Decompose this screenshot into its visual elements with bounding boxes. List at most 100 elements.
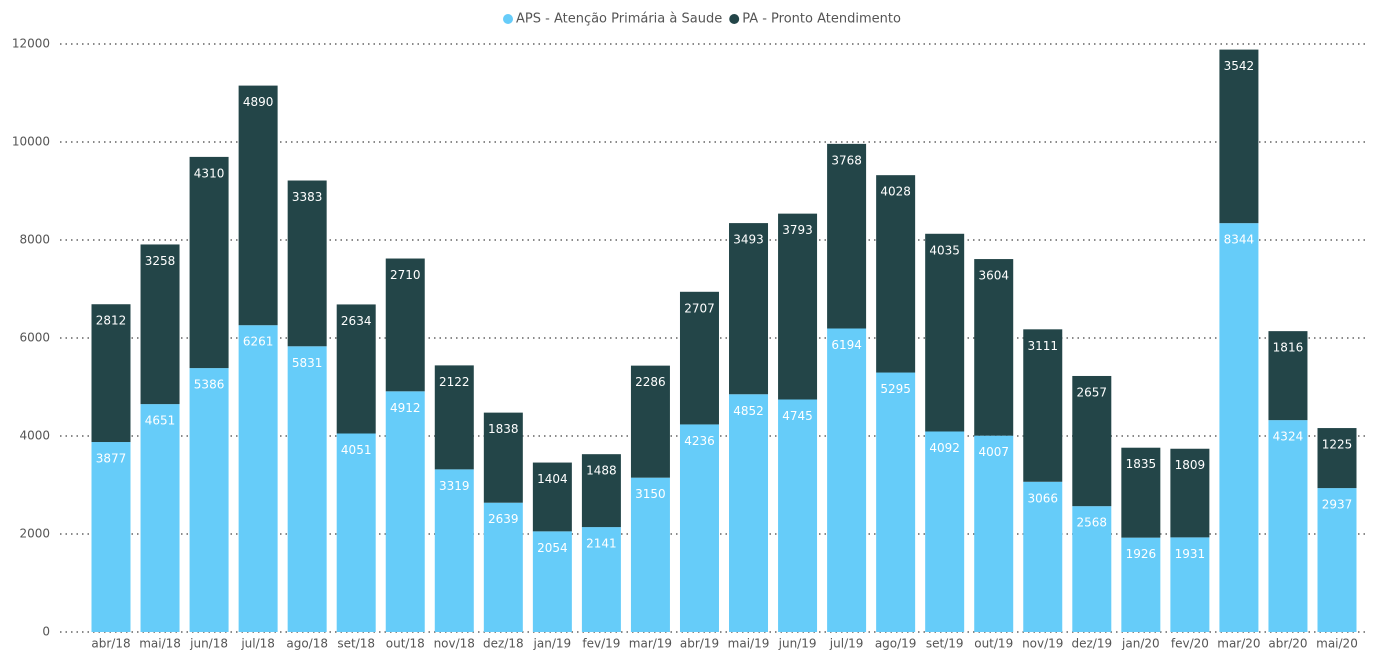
bar-segment: [189, 156, 229, 369]
value-label: 1816: [1273, 341, 1304, 355]
x-tick-label: mai/18: [139, 637, 181, 651]
bar-segment: [1072, 375, 1112, 507]
x-tick-label: fev/19: [582, 637, 620, 651]
value-label: 6194: [831, 338, 862, 352]
value-label: 2937: [1322, 498, 1353, 512]
bar-segment: [483, 412, 523, 503]
value-label: 3150: [635, 487, 666, 501]
bar-segment: [1170, 448, 1210, 538]
x-tick-label: mar/19: [629, 637, 672, 651]
legend-marker: [503, 14, 513, 24]
bar-segment: [532, 531, 572, 632]
y-tick-label: 4000: [19, 429, 50, 443]
bar-segment: [336, 304, 376, 434]
bar-segment: [140, 244, 180, 405]
y-tick-label: 0: [42, 625, 50, 639]
value-label: 3877: [96, 452, 127, 466]
x-tick-label: set/18: [337, 637, 375, 651]
value-label: 4890: [243, 95, 274, 109]
bar-segment: [974, 259, 1014, 436]
bar-segment: [925, 431, 965, 632]
bar-segment: [925, 233, 965, 432]
bar-segment: [91, 442, 131, 632]
value-label: 3383: [292, 190, 323, 204]
x-tick-label: mai/20: [1316, 637, 1358, 651]
value-label: 4745: [782, 409, 813, 423]
bar-segment: [140, 404, 180, 632]
bar-segment: [1317, 428, 1357, 489]
bar-segment: [679, 291, 719, 425]
value-label: 4324: [1273, 430, 1304, 444]
bar-segment: [876, 372, 916, 632]
value-label: 2707: [684, 301, 715, 315]
x-tick-label: dez/18: [483, 637, 524, 651]
x-tick-label: nov/18: [434, 637, 475, 651]
bar-segment: [1219, 49, 1259, 224]
bar-segment: [385, 258, 425, 392]
bar-segment: [287, 346, 327, 632]
bar-segment: [581, 454, 621, 528]
bar-segment: [1072, 506, 1112, 632]
value-label: 4852: [733, 404, 764, 418]
x-tick-label: fev/20: [1171, 637, 1209, 651]
bar-segment: [434, 365, 474, 470]
value-label: 3258: [145, 254, 176, 268]
bar-segment: [385, 391, 425, 632]
x-tick-label: abr/20: [1268, 637, 1307, 651]
bar-segment: [974, 435, 1014, 632]
x-tick-label: ago/18: [286, 637, 328, 651]
legend-marker: [729, 14, 740, 24]
bar-segment: [287, 180, 327, 347]
value-label: 2639: [488, 512, 519, 526]
bar-segment: [729, 223, 769, 395]
y-tick-label: 6000: [19, 331, 50, 345]
value-label: 2286: [635, 375, 666, 389]
value-label: 6261: [243, 335, 274, 349]
x-tick-label: mai/19: [728, 637, 770, 651]
value-label: 4092: [929, 441, 960, 455]
bar-segment: [238, 325, 278, 632]
x-tick-label: jan/19: [533, 637, 572, 651]
value-label: 4236: [684, 434, 715, 448]
y-tick-label: 2000: [19, 527, 50, 541]
x-tick-label: jul/18: [240, 637, 275, 651]
bar-segment: [483, 502, 523, 632]
value-label: 2657: [1077, 385, 1108, 399]
value-label: 3493: [733, 233, 764, 247]
bar-segment: [876, 175, 916, 373]
bar-segment: [91, 304, 131, 443]
x-tick-label: dez/19: [1071, 637, 1112, 651]
x-tick-label: set/19: [926, 637, 964, 651]
bar-segment: [1317, 488, 1357, 632]
bar-segment: [189, 368, 229, 632]
bar-segment: [1023, 481, 1063, 632]
bar-segment: [1170, 537, 1210, 632]
x-tick-label: jun/18: [189, 637, 228, 651]
value-label: 5386: [194, 378, 225, 392]
value-label: 1488: [586, 464, 617, 478]
value-label: 1838: [488, 422, 519, 436]
legend-label: PA - Pronto Atendimento: [742, 12, 901, 27]
x-tick-label: mar/20: [1217, 637, 1260, 651]
x-tick-label: abr/18: [91, 637, 130, 651]
bar-segment: [778, 399, 818, 632]
bar-segment: [827, 328, 867, 632]
value-label: 4007: [978, 445, 1009, 459]
x-tick-label: jul/19: [829, 637, 864, 651]
value-label: 2634: [341, 314, 372, 328]
value-label: 2122: [439, 375, 470, 389]
value-label: 4310: [194, 166, 225, 180]
value-label: 3793: [782, 223, 813, 237]
value-label: 4035: [929, 243, 960, 257]
value-label: 5295: [880, 382, 911, 396]
bar-segment: [729, 394, 769, 632]
value-label: 1225: [1322, 438, 1353, 452]
value-label: 2568: [1077, 516, 1108, 530]
value-label: 3542: [1224, 59, 1255, 73]
value-label: 1835: [1126, 457, 1157, 471]
y-tick-label: 8000: [19, 233, 50, 247]
bar-segment: [336, 433, 376, 632]
x-tick-label: nov/19: [1022, 637, 1063, 651]
y-tick-label: 12000: [12, 37, 50, 51]
